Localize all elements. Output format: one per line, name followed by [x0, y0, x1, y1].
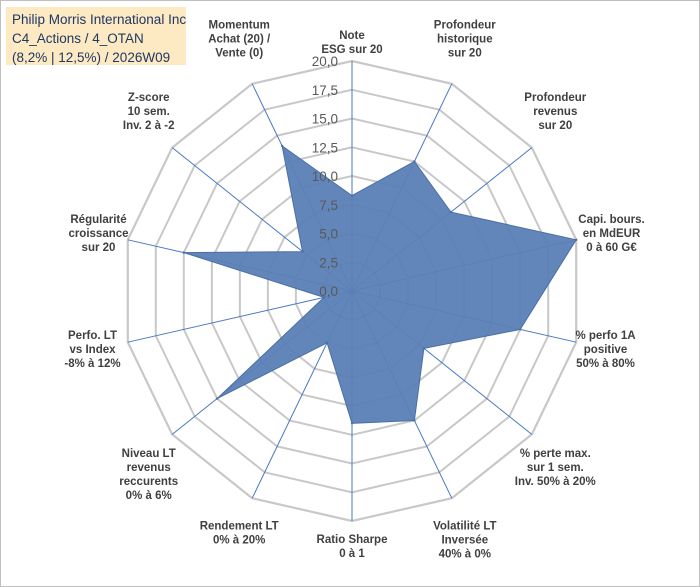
data-point-12 — [301, 250, 304, 253]
axis-label-13: Momentum Achat (20) / Vente (0) — [208, 20, 271, 60]
data-point-11 — [182, 251, 185, 254]
chart-title-box: Philip Morris International Inc C4_Actio… — [6, 7, 186, 65]
spoke-10 — [127, 290, 353, 343]
axis-label-1: Profondeur historique sur 20 — [434, 20, 496, 60]
series-area-0 — [183, 144, 577, 424]
title-company: Philip Morris International Inc — [12, 12, 187, 27]
axis-label-12: Z-score 10 sem. Inv. 2 à -2 — [123, 92, 175, 132]
tick-label: 17,5 — [312, 83, 338, 98]
title-category: C4_Actions / 4_OTAN — [12, 31, 144, 46]
data-point-5 — [422, 347, 426, 350]
data-point-1 — [413, 160, 416, 163]
axis-label-0: Note ESG sur 20 — [321, 30, 382, 56]
radar-axis-labels: Note ESG sur 20 Profondeur historique sur 20… — [64, 20, 644, 561]
tick-label: 0,0 — [319, 284, 338, 299]
tick-label: 5,0 — [319, 227, 338, 242]
axis-label-10: Perfo. LT vs Index -8% à 12% — [64, 330, 120, 370]
data-point-0 — [350, 194, 354, 197]
data-point-3 — [575, 238, 578, 241]
tick-label: 20,0 — [312, 54, 338, 69]
tick-label: 12,5 — [312, 140, 338, 155]
data-point-10 — [322, 296, 326, 299]
radar-series — [182, 144, 578, 425]
axis-label-4: % perfo 1A positive 50% à 80% — [575, 330, 635, 370]
data-point-6 — [413, 419, 416, 422]
axis-label-2: Profondeur revenus sur 20 — [524, 92, 586, 132]
data-point-9 — [215, 397, 219, 400]
data-point-13 — [280, 144, 284, 148]
data-point-7 — [350, 422, 354, 425]
axis-label-5: % perte max. sur 1 sem. Inv. 50% à 20% — [515, 448, 596, 488]
axis-label-6: Volatilité LT Inversée 40% à 0% — [433, 520, 496, 560]
tick-label: 15,0 — [312, 112, 338, 127]
data-point-2 — [449, 210, 453, 214]
tick-label: 7,5 — [319, 198, 338, 213]
data-point-4 — [519, 328, 522, 331]
tick-label: 2,5 — [319, 255, 338, 270]
axis-label-9: Niveau LT revenus reccurents 0% à 6% — [119, 448, 178, 502]
radar-tick-labels: 0,0 2,5 5,0 7,5 10,0 12,5 15,0 17,5 20,0 — [312, 54, 338, 299]
axis-label-11: Régularité croissance sur 20 — [68, 214, 128, 254]
data-point-8 — [325, 341, 329, 344]
axis-label-8: Rendement LT 0% à 20% — [200, 520, 279, 546]
title-stats: (8,2% | 12,5%) / 2026W09 — [12, 50, 171, 65]
axis-label-7: Ratio Sharpe 0 à 1 — [317, 534, 388, 560]
axis-label-3: Capi. bours. en MdEUR 0 à 60 G€ — [578, 214, 644, 254]
tick-label: 10,0 — [312, 169, 338, 184]
